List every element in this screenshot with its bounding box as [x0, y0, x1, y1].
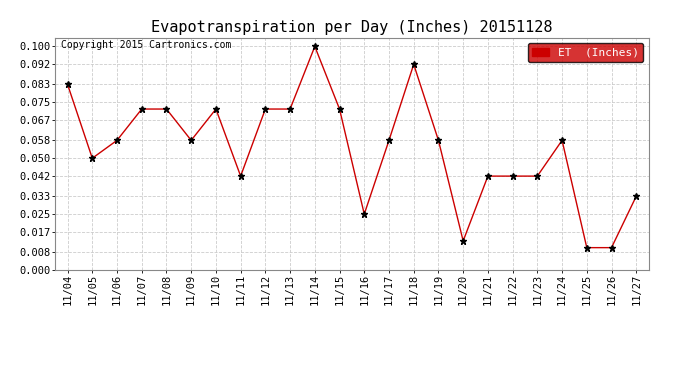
Text: Copyright 2015 Cartronics.com: Copyright 2015 Cartronics.com [61, 40, 232, 50]
Legend: ET  (Inches): ET (Inches) [528, 43, 643, 62]
Title: Evapotranspiration per Day (Inches) 20151128: Evapotranspiration per Day (Inches) 2015… [151, 20, 553, 35]
